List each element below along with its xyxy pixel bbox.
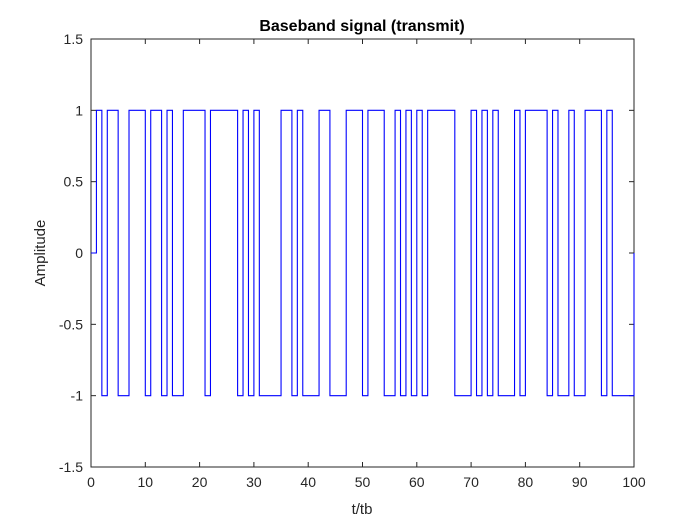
x-tick-label: 20 [192, 474, 208, 490]
axis-ticks [90, 38, 635, 468]
x-tick-label: 50 [355, 474, 371, 490]
y-axis-label: Amplitude [32, 220, 49, 287]
x-tick-label: 60 [409, 474, 425, 490]
x-tick-label: 70 [463, 474, 479, 490]
x-tick-labels: 0 10 20 30 40 50 60 70 80 90 100 [87, 474, 646, 490]
x-tick-label: 0 [87, 474, 95, 490]
x-tick-label: 80 [518, 474, 534, 490]
y-tick-labels: 1.5 1 0.5 0 -0.5 -1 -1.5 [59, 31, 83, 475]
y-tick-label: -0.5 [59, 316, 83, 332]
x-tick-label: 30 [246, 474, 262, 490]
y-tick-label: 0.5 [64, 174, 84, 190]
x-axis-label: t/tb [352, 501, 373, 518]
y-tick-label: 0 [75, 245, 83, 261]
baseband-signal-line [91, 109, 635, 397]
y-tick-label: -1.5 [59, 459, 83, 475]
y-tick-label: 1.5 [64, 31, 84, 47]
y-tick-label: 1 [75, 102, 83, 118]
x-tick-label: 90 [572, 474, 588, 490]
y-tick-label: -1 [71, 388, 84, 404]
x-tick-label: 10 [138, 474, 154, 490]
series-group [91, 109, 635, 397]
x-tick-label: 40 [300, 474, 316, 490]
chart-title: Baseband signal (transmit) [259, 18, 464, 35]
x-tick-label: 100 [622, 474, 646, 490]
